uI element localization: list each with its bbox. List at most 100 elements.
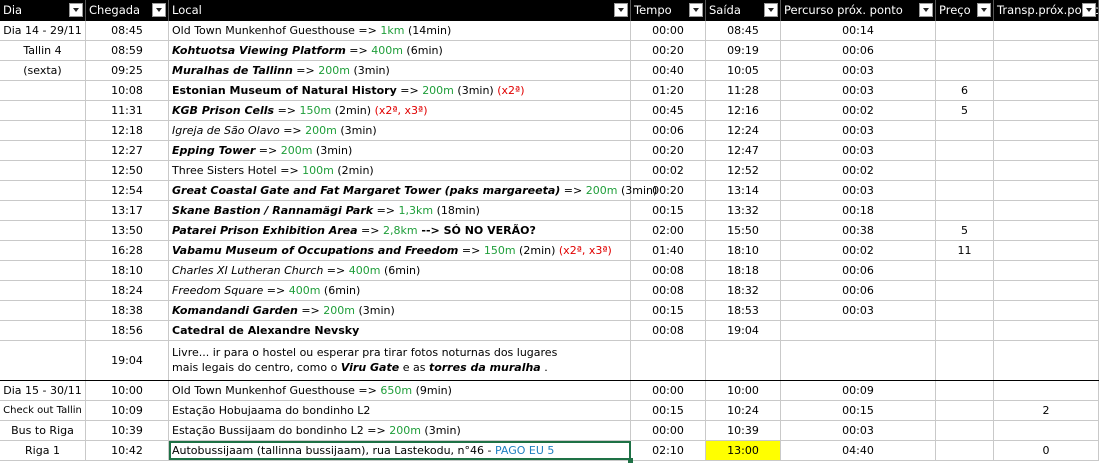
cell-dia[interactable]: Bus to Riga	[0, 421, 86, 440]
cell-local[interactable]: Great Coastal Gate and Fat Margaret Towe…	[169, 181, 631, 200]
cell-tempo[interactable]: 00:08	[631, 281, 706, 300]
cell-transp[interactable]	[994, 241, 1099, 260]
cell-preco[interactable]	[936, 401, 994, 420]
cell-preco[interactable]	[936, 321, 994, 340]
cell-tempo[interactable]: 01:40	[631, 241, 706, 260]
cell-local[interactable]: Skane Bastion / Rannamägi Park => 1,3km …	[169, 201, 631, 220]
cell-saida[interactable]: 13:14	[706, 181, 781, 200]
cell-local[interactable]: Igreja de São Olavo => 200m (3min)	[169, 121, 631, 140]
cell-chegada[interactable]: 18:56	[86, 321, 169, 340]
cell-dia[interactable]	[0, 141, 86, 160]
cell-saida[interactable]: 13:32	[706, 201, 781, 220]
cell-transp[interactable]	[994, 121, 1099, 140]
cell-percurso[interactable]: 00:02	[781, 241, 936, 260]
cell-chegada[interactable]: 10:08	[86, 81, 169, 100]
cell-preco[interactable]	[936, 61, 994, 80]
cell-saida[interactable]: 08:45	[706, 21, 781, 40]
cell-percurso[interactable]: 00:03	[781, 81, 936, 100]
cell-tempo[interactable]: 00:15	[631, 401, 706, 420]
cell-local[interactable]: Estação Hobujaama do bondinho L2	[169, 401, 631, 420]
cell-preco[interactable]	[936, 21, 994, 40]
cell-percurso[interactable]: 00:06	[781, 41, 936, 60]
cell-chegada[interactable]: 08:45	[86, 21, 169, 40]
cell-dia[interactable]	[0, 81, 86, 100]
cell-percurso[interactable]: 00:18	[781, 201, 936, 220]
cell-chegada[interactable]: 18:24	[86, 281, 169, 300]
cell-local[interactable]: Kohtuotsa Viewing Platform => 400m (6min…	[169, 41, 631, 60]
cell-saida[interactable]: 18:18	[706, 261, 781, 280]
cell-dia[interactable]: Dia 15 - 30/11	[0, 381, 86, 400]
cell-percurso[interactable]: 00:03	[781, 141, 936, 160]
cell-saida[interactable]: 18:53	[706, 301, 781, 320]
cell-tempo[interactable]: 00:20	[631, 141, 706, 160]
cell-dia[interactable]	[0, 321, 86, 340]
cell-transp[interactable]	[994, 181, 1099, 200]
cell-tempo[interactable]: 00:20	[631, 41, 706, 60]
cell-chegada[interactable]: 11:31	[86, 101, 169, 120]
cell-tempo[interactable]: 01:20	[631, 81, 706, 100]
cell-percurso[interactable]: 00:03	[781, 121, 936, 140]
cell-chegada[interactable]: 10:00	[86, 381, 169, 400]
cell-saida[interactable]: 11:28	[706, 81, 781, 100]
cell-local[interactable]: Estação Bussijaam do bondinho L2 => 200m…	[169, 421, 631, 440]
cell-local[interactable]: Livre... ir para o hostel ou esperar pra…	[169, 341, 631, 380]
header-chegada[interactable]: Chegada	[86, 0, 169, 21]
cell-local[interactable]: Old Town Munkenhof Guesthouse => 1km (14…	[169, 21, 631, 40]
filter-dropdown-icon[interactable]	[689, 3, 703, 17]
cell-tempo[interactable]: 00:15	[631, 201, 706, 220]
header-transp[interactable]: Transp.próx.ponto	[994, 0, 1099, 21]
cell-dia[interactable]	[0, 221, 86, 240]
cell-percurso[interactable]: 00:03	[781, 421, 936, 440]
cell-percurso[interactable]: 00:14	[781, 21, 936, 40]
cell-transp[interactable]	[994, 201, 1099, 220]
cell-transp[interactable]	[994, 281, 1099, 300]
cell-tempo[interactable]: 00:00	[631, 21, 706, 40]
cell-dia[interactable]: (sexta)	[0, 61, 86, 80]
cell-tempo[interactable]: 00:40	[631, 61, 706, 80]
cell-percurso[interactable]: 00:03	[781, 181, 936, 200]
cell-transp[interactable]	[994, 341, 1099, 380]
cell-percurso[interactable]	[781, 321, 936, 340]
cell-transp[interactable]	[994, 421, 1099, 440]
cell-chegada[interactable]: 08:59	[86, 41, 169, 60]
cell-dia[interactable]	[0, 261, 86, 280]
cell-preco[interactable]	[936, 161, 994, 180]
cell-transp[interactable]	[994, 21, 1099, 40]
header-local[interactable]: Local	[169, 0, 631, 21]
header-tempo[interactable]: Tempo	[631, 0, 706, 21]
cell-percurso[interactable]: 00:06	[781, 261, 936, 280]
cell-percurso[interactable]: 00:06	[781, 281, 936, 300]
cell-percurso[interactable]: 00:09	[781, 381, 936, 400]
cell-dia[interactable]: Check out Tallin	[0, 401, 86, 420]
cell-dia[interactable]	[0, 201, 86, 220]
cell-dia[interactable]: Tallin 4	[0, 41, 86, 60]
cell-local[interactable]: Epping Tower => 200m (3min)	[169, 141, 631, 160]
cell-tempo[interactable]: 00:15	[631, 301, 706, 320]
cell-dia[interactable]	[0, 161, 86, 180]
cell-preco[interactable]	[936, 441, 994, 460]
cell-transp[interactable]	[994, 141, 1099, 160]
cell-chegada[interactable]: 12:18	[86, 121, 169, 140]
cell-chegada[interactable]: 18:10	[86, 261, 169, 280]
cell-chegada[interactable]: 10:39	[86, 421, 169, 440]
cell-chegada[interactable]: 12:27	[86, 141, 169, 160]
cell-chegada[interactable]: 19:04	[86, 341, 169, 380]
cell-tempo[interactable]: 00:02	[631, 161, 706, 180]
cell-chegada[interactable]: 09:25	[86, 61, 169, 80]
cell-transp[interactable]: 2	[994, 401, 1099, 420]
cell-saida[interactable]: 12:24	[706, 121, 781, 140]
cell-preco[interactable]	[936, 261, 994, 280]
cell-transp[interactable]	[994, 101, 1099, 120]
cell-dia[interactable]	[0, 241, 86, 260]
cell-saida[interactable]: 18:10	[706, 241, 781, 260]
cell-chegada[interactable]: 10:09	[86, 401, 169, 420]
cell-chegada[interactable]: 16:28	[86, 241, 169, 260]
cell-chegada[interactable]: 12:54	[86, 181, 169, 200]
cell-local[interactable]: Vabamu Museum of Occupations and Freedom…	[169, 241, 631, 260]
cell-local[interactable]: Old Town Munkenhof Guesthouse => 650m (9…	[169, 381, 631, 400]
cell-saida[interactable]: 10:39	[706, 421, 781, 440]
cell-saida[interactable]: 15:50	[706, 221, 781, 240]
cell-saida[interactable]: 12:47	[706, 141, 781, 160]
cell-transp[interactable]	[994, 301, 1099, 320]
cell-percurso[interactable]: 00:15	[781, 401, 936, 420]
